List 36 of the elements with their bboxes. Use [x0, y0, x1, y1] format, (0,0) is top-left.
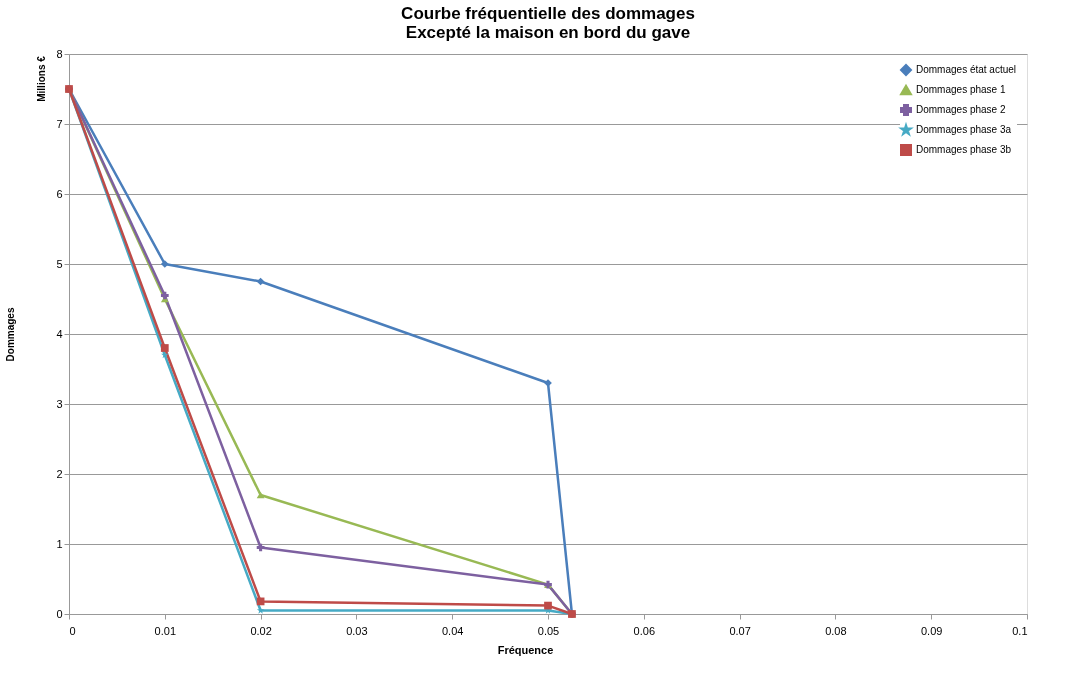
y-tick-label: 5 [56, 257, 63, 270]
y-tick-label: 2 [56, 467, 63, 480]
legend-label: Dommages phase 3b [916, 144, 1012, 155]
legend-label: Dommages phase 3a [916, 124, 1012, 135]
text: Excepté la maison en bord du gave [405, 23, 691, 42]
x-tick-label: 0.01 [154, 624, 177, 637]
x-tick-label: 0.09 [920, 624, 943, 637]
x-axis-title: Fréquence [497, 643, 554, 656]
text: Courbe fréquentielle des dommages [401, 4, 695, 23]
x-tick-label: 0.06 [633, 624, 656, 637]
x-tick-label: 0.02 [250, 624, 272, 637]
x-tick-label: 0.04 [441, 624, 464, 637]
point [160, 344, 169, 352]
y-tick-label: 7 [56, 117, 63, 130]
point [160, 260, 169, 268]
point [256, 606, 265, 614]
text: Millions € [36, 55, 47, 102]
x-tick-label: 0.08 [825, 624, 847, 637]
point [544, 601, 552, 610]
x-tick-label: 0 [69, 624, 76, 637]
x-tick-label: 0.05 [537, 624, 560, 637]
y-tick-label: 4 [56, 327, 63, 340]
x-tick-label: 0.1 [1012, 624, 1028, 637]
y-tick-label: 3 [56, 397, 63, 410]
legend-label: Dommages phase 2 [916, 104, 1006, 115]
x-tick-label: 0.07 [729, 624, 751, 637]
point [161, 351, 169, 359]
y-tick-label: 8 [56, 47, 63, 60]
y-axis-title: Dommages [5, 307, 17, 362]
legend-label: Dommages état actuel [916, 64, 1017, 75]
legend-label: Dommages phase 1 [916, 84, 1006, 95]
y-tick-label: 6 [56, 187, 63, 200]
x-tick-label: 0.03 [346, 624, 368, 637]
y-tick-label: 0 [56, 607, 63, 620]
point [160, 291, 169, 300]
y-tick-label: 1 [56, 537, 63, 550]
